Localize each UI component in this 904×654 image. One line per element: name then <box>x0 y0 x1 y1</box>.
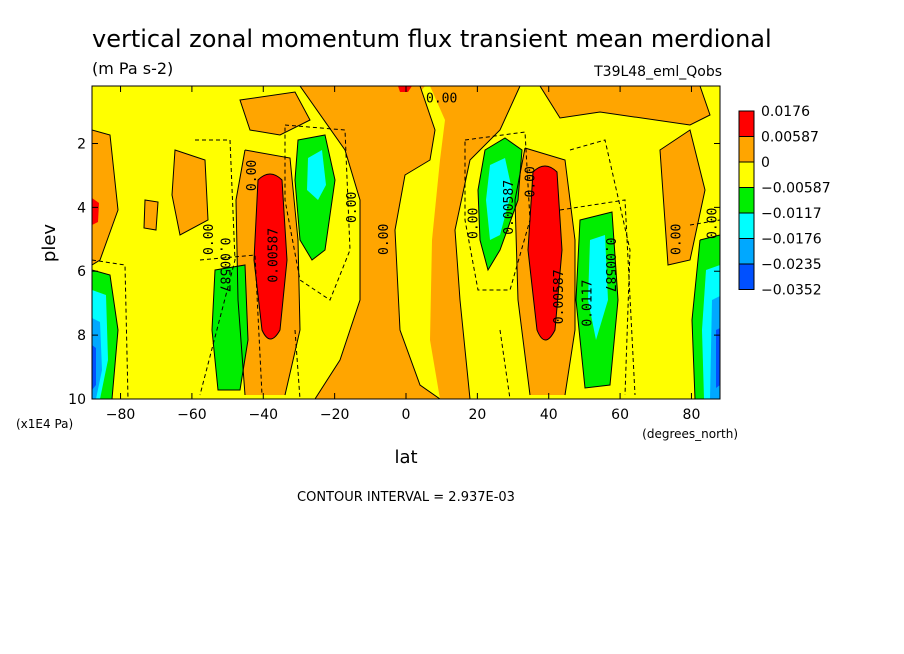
contour-label: 0.00587 <box>266 228 281 283</box>
legend-swatch <box>738 187 755 214</box>
x-tick-label: −60 <box>177 407 207 423</box>
y-axis-units: (x1E4 Pa) <box>16 417 73 431</box>
contour-label: 0.00 <box>426 91 457 106</box>
positive-region <box>172 150 208 235</box>
contour-label: 0.00 <box>245 160 260 191</box>
legend-swatch <box>738 161 755 188</box>
contour-label: 0.00 <box>670 224 685 255</box>
contour-label: 0.00 <box>377 224 392 255</box>
x-tick-label: 60 <box>611 407 629 423</box>
x-axis: −80 −60 −40 −20 0 20 40 60 80 <box>106 86 701 423</box>
legend-swatch <box>738 212 755 239</box>
strong-positive-region <box>254 174 287 339</box>
y-tick-label: 6 <box>77 264 86 280</box>
negative-region <box>295 135 335 260</box>
contour-label: 0.00 <box>202 224 217 255</box>
positive-region <box>92 130 118 265</box>
color-legend: 0.0176 0.00587 0 −0.00587 −0.0117 −0.0176 −0.0… <box>738 104 831 299</box>
negative-region <box>212 265 248 390</box>
y-axis-title: plev <box>39 224 60 263</box>
positive-region <box>540 86 710 125</box>
units-label: (m Pa s-2) <box>92 59 173 78</box>
x-tick-label: −40 <box>248 407 278 423</box>
positive-region <box>240 92 310 135</box>
contour-label: 0.00587 <box>602 237 617 292</box>
x-axis-title: lat <box>394 447 417 468</box>
y-tick-label: 2 <box>77 136 86 152</box>
contour-label: 0.00587 <box>217 237 232 292</box>
positive-region <box>660 130 705 265</box>
legend-label: −0.00587 <box>761 181 831 197</box>
y-tick-label: 10 <box>68 392 86 408</box>
y-axis: 2 4 6 8 10 <box>68 136 720 408</box>
x-tick-label: 20 <box>468 407 486 423</box>
contour-label: 0.00587 <box>552 269 567 324</box>
positive-region <box>430 86 520 399</box>
strongest-negative-region <box>92 345 96 390</box>
strong-negative-region <box>307 150 326 200</box>
y-tick-label: 4 <box>77 200 86 216</box>
positive-region <box>144 200 158 230</box>
legend-swatch <box>738 238 755 265</box>
strong-positive-region <box>528 166 562 340</box>
contour-label: 0.00587 <box>502 180 517 235</box>
strong-positive-region <box>398 86 412 92</box>
y-tick-label: 8 <box>77 328 86 344</box>
legend-label: 0.0176 <box>761 104 810 120</box>
strongest-negative-region <box>716 328 720 388</box>
strong-negative-region <box>588 235 608 340</box>
legend-label: −0.0352 <box>761 283 822 299</box>
strong-negative-region <box>486 158 512 240</box>
contour-lines <box>92 86 720 399</box>
legend-label: −0.0176 <box>761 232 822 248</box>
x-tick-label: 80 <box>683 407 701 423</box>
contour-label: 0.00 <box>705 208 720 239</box>
x-tick-label: −80 <box>106 407 136 423</box>
legend-label: −0.0235 <box>761 257 822 273</box>
legend-label: 0 <box>761 155 770 171</box>
x-tick-label: 0 <box>402 407 411 423</box>
negative-contour-lines <box>92 124 720 399</box>
contour-label: 0.0117 <box>580 280 595 327</box>
legend-swatch <box>738 110 755 137</box>
x-tick-label: −20 <box>320 407 350 423</box>
run-label: T39L48_eml_Qobs <box>593 64 722 80</box>
x-tick-label: 40 <box>540 407 558 423</box>
contour-interval-note: CONTOUR INTERVAL = 2.937E-03 <box>297 490 515 505</box>
positive-region <box>300 86 440 399</box>
x-axis-units: (degrees_north) <box>642 427 738 441</box>
strong-positive-region <box>92 198 99 225</box>
contour-label: 0.00 <box>345 192 360 223</box>
plot-area <box>92 86 720 399</box>
chart-title: vertical zonal momentum flux transient m… <box>92 25 772 53</box>
legend-swatch <box>738 263 755 290</box>
contour-label: 0.00 <box>466 208 481 239</box>
contour-label: 0.00 <box>523 166 538 197</box>
legend-swatch <box>738 136 755 163</box>
legend-label: 0.00587 <box>761 130 819 146</box>
legend-label: −0.0117 <box>761 206 822 222</box>
